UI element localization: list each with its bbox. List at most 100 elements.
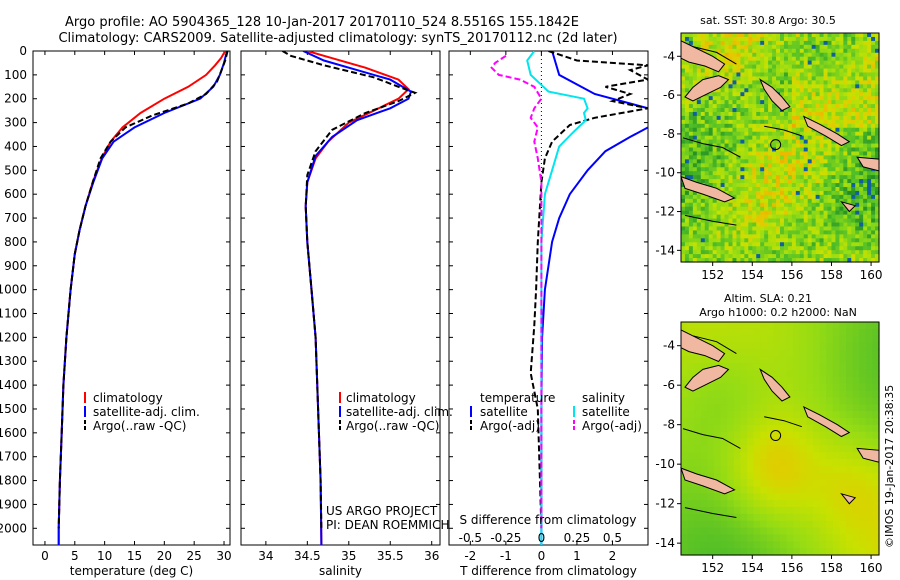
field-cell <box>839 363 847 371</box>
field-cell <box>780 349 788 357</box>
field-cell <box>807 250 813 255</box>
field-cell <box>859 139 864 145</box>
field-cell <box>766 404 774 412</box>
field-cell <box>867 111 872 117</box>
field-cell <box>793 411 801 419</box>
field-cell <box>747 349 755 357</box>
field-cell <box>696 179 702 184</box>
field-cell <box>724 250 730 255</box>
field-cell <box>768 234 773 239</box>
x-axis-label: T difference from climatology <box>459 564 637 578</box>
field-cell <box>826 356 834 364</box>
field-cell <box>843 222 848 228</box>
field-cell <box>748 115 753 121</box>
field-cell <box>760 438 768 446</box>
field-cell <box>720 104 726 109</box>
field-cell <box>863 151 868 156</box>
field-cell <box>692 111 698 117</box>
field-cell <box>714 548 722 556</box>
field-cell <box>839 254 844 259</box>
field-cell <box>694 424 702 433</box>
field-cell <box>712 119 718 125</box>
field-cell <box>847 100 852 105</box>
field-cell <box>863 88 868 93</box>
field-cell <box>700 417 708 426</box>
field-cell <box>835 72 840 78</box>
field-cell <box>867 84 872 89</box>
y-tick-label: -8 <box>663 127 675 141</box>
field-cell <box>684 33 690 38</box>
field-cell <box>811 226 817 232</box>
field-cell <box>807 151 813 156</box>
field-cell <box>875 135 880 141</box>
field-cell <box>803 108 809 113</box>
field-cell <box>806 500 814 508</box>
field-cell <box>780 218 785 224</box>
field-cell <box>852 472 860 481</box>
field-cell <box>839 548 847 556</box>
field-cell <box>813 520 821 529</box>
field-cell <box>795 33 801 38</box>
field-cell <box>681 534 689 542</box>
field-cell <box>787 230 793 235</box>
field-cell <box>815 214 821 220</box>
field-cell <box>766 390 774 398</box>
field-cell <box>704 202 710 208</box>
field-cell <box>776 48 781 54</box>
field-cell <box>684 242 690 247</box>
field-cell <box>867 222 872 228</box>
field-cell <box>780 179 785 184</box>
field-cell <box>694 445 702 453</box>
field-cell <box>859 254 864 259</box>
field-cell <box>831 210 837 216</box>
field-cell <box>776 111 781 117</box>
field-cell <box>783 111 789 117</box>
field-cell <box>776 186 781 192</box>
field-cell <box>700 238 706 243</box>
field-cell <box>839 486 847 494</box>
field-cell <box>803 56 809 62</box>
field-cell <box>867 210 872 216</box>
field-cell <box>803 159 809 164</box>
field-cell <box>756 139 761 145</box>
field-cell <box>863 139 868 145</box>
field-cell <box>855 127 860 133</box>
field-cell <box>700 246 706 251</box>
field-cell <box>835 115 840 121</box>
field-cell <box>740 242 745 247</box>
field-cell <box>744 40 749 46</box>
field-cell <box>681 127 686 133</box>
field-cell <box>720 143 726 149</box>
field-cell <box>760 127 765 133</box>
field-cell <box>847 119 852 125</box>
field-cell <box>707 452 715 460</box>
field-cell <box>687 452 695 460</box>
field-cell <box>871 127 876 133</box>
field-cell <box>760 246 765 251</box>
field-cell <box>760 349 768 357</box>
field-cell <box>819 258 825 263</box>
field-cell <box>795 202 801 208</box>
field-cell <box>747 383 755 392</box>
field-cell <box>748 111 753 117</box>
field-cell <box>859 246 864 251</box>
field-cell <box>851 64 856 70</box>
field-cell <box>728 139 734 145</box>
field-cell <box>813 472 821 481</box>
field-cell <box>744 127 749 133</box>
field-cell <box>760 60 765 66</box>
field-cell <box>760 40 765 46</box>
field-cell <box>756 76 761 81</box>
field-cell <box>859 238 864 243</box>
field-cell <box>867 186 872 192</box>
field-cell <box>760 171 765 176</box>
field-cell <box>688 234 694 239</box>
field-cell <box>696 238 702 243</box>
field-cell <box>847 151 852 156</box>
field-cell <box>748 131 753 137</box>
field-cell <box>700 33 706 38</box>
field-cell <box>831 159 837 164</box>
field-cell <box>819 230 825 235</box>
field-cell <box>855 40 860 46</box>
field-cell <box>760 194 765 200</box>
